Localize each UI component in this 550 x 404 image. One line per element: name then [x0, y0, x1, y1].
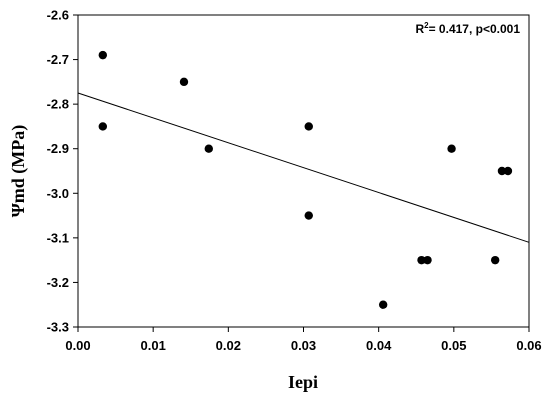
data-point [304, 211, 313, 220]
data-point [423, 255, 432, 265]
r2-superscript: 2 [424, 21, 429, 30]
y-axis: -2.6 -2.7 -2.8 -2.9 -3.0 -3.1 -3.2 -3.3 [47, 8, 78, 335]
stat-annotation: R2= 0.417, p<0.001 [415, 21, 520, 36]
x-tick-label: 0.01 [141, 338, 166, 353]
x-axis-title: Iepi [288, 372, 318, 392]
x-tick-label: 0.06 [516, 338, 541, 353]
data-points [98, 50, 513, 309]
x-tick-label: 0.04 [366, 338, 392, 353]
y-tick-label: -2.8 [47, 97, 69, 112]
data-point [490, 255, 500, 265]
data-point [417, 255, 426, 265]
stat-values: = 0.417, p<0.001 [429, 22, 521, 36]
y-axis-title: Ψmd (MPa) [8, 125, 29, 218]
x-tick-label: 0.02 [216, 338, 241, 353]
regression-line [77, 92, 530, 243]
data-point [179, 77, 189, 87]
data-point [304, 122, 313, 131]
data-point [497, 166, 507, 176]
data-point [204, 144, 213, 153]
y-tick-label: -2.6 [47, 8, 69, 23]
y-tick-label: -2.7 [47, 52, 69, 67]
data-point [98, 50, 108, 60]
x-axis: 0.00 0.01 0.02 0.03 0.04 0.05 0.06 [65, 327, 542, 353]
plot-frame [77, 14, 530, 328]
x-tick-label: 0.00 [65, 338, 90, 353]
y-tick-label: -2.9 [47, 141, 69, 156]
r2-base: R [415, 22, 424, 36]
y-tick-label: -3.1 [47, 230, 69, 245]
data-point [378, 300, 388, 309]
x-tick-label: 0.03 [291, 338, 316, 353]
data-point [98, 122, 108, 131]
y-tick-label: -3.3 [47, 320, 69, 335]
x-tick-label: 0.05 [441, 338, 466, 353]
data-point [503, 166, 513, 176]
y-tick-label: -3.0 [47, 186, 69, 201]
data-point [447, 144, 456, 153]
y-tick-label: -3.2 [47, 275, 69, 290]
